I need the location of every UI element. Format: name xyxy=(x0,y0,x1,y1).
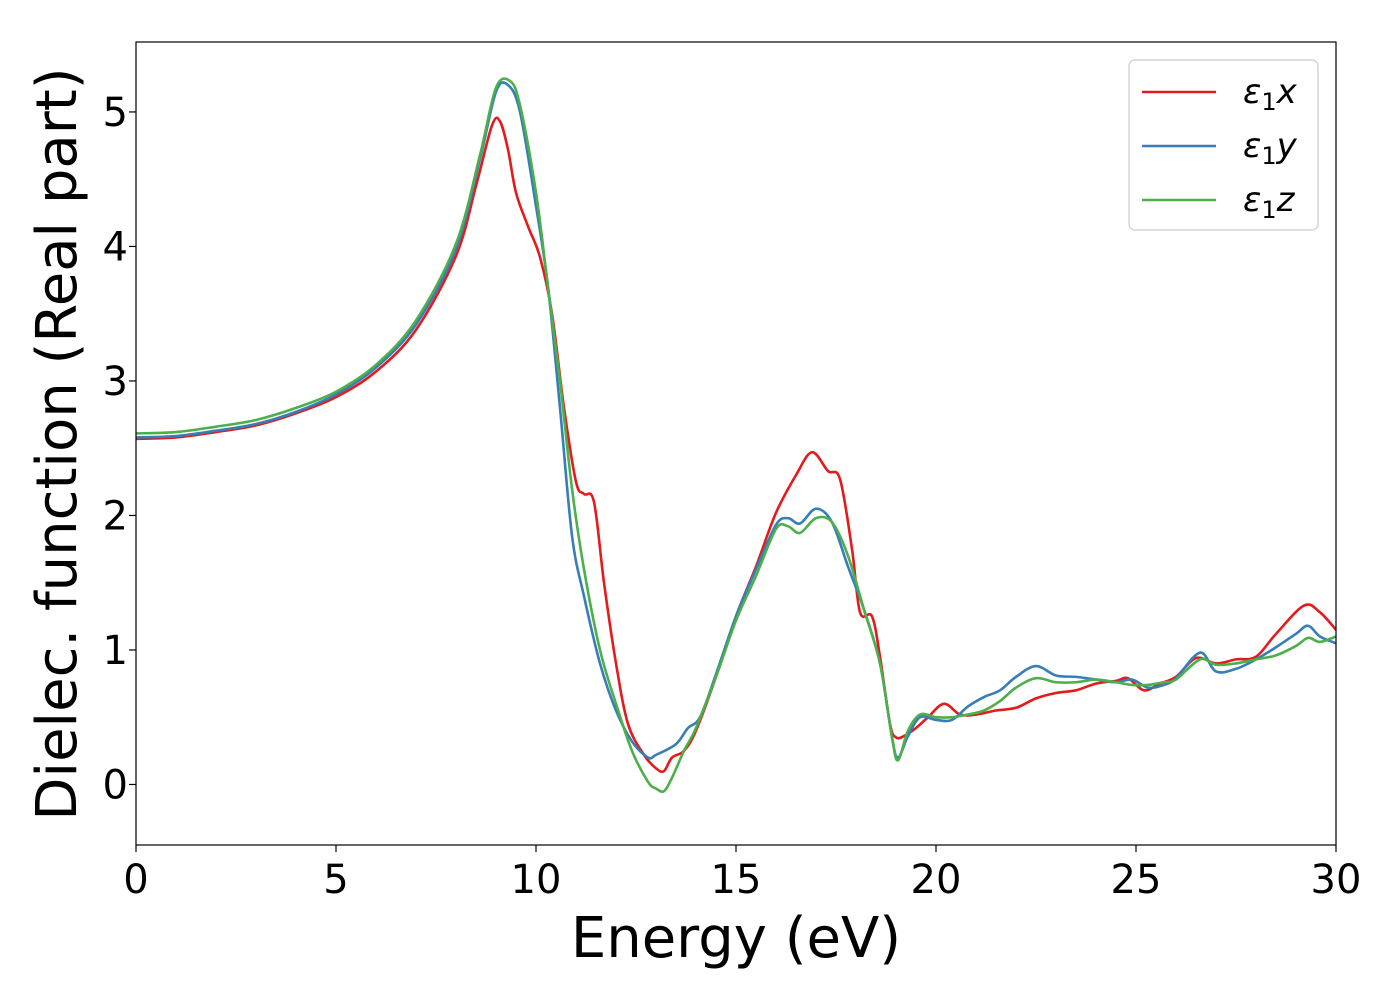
legend-subscript: 1 xyxy=(1261,88,1276,116)
legend-subscript: 1 xyxy=(1261,142,1276,170)
legend-variable: z xyxy=(1276,180,1296,220)
x-tick-label: 15 xyxy=(711,857,762,903)
legend-epsilon: ε xyxy=(1243,72,1261,112)
series-line-z xyxy=(136,77,1336,794)
y-tick-label: 5 xyxy=(103,90,128,136)
legend-epsilon: ε xyxy=(1243,180,1261,220)
y-axis-label: Dielec. function (Real part) xyxy=(25,67,90,820)
legend-epsilon: ε xyxy=(1243,126,1261,166)
x-axis-label: Energy (eV) xyxy=(571,906,901,971)
legend-box xyxy=(1128,59,1319,231)
x-tick-label: 0 xyxy=(123,857,148,903)
plot-lines xyxy=(136,77,1336,794)
y-tick-label: 1 xyxy=(103,628,128,674)
y-tick-label: 2 xyxy=(103,493,128,539)
x-tick-label: 5 xyxy=(323,857,348,903)
series-line-y xyxy=(136,81,1336,760)
legend-variable: y xyxy=(1276,126,1298,166)
x-tick-label: 10 xyxy=(511,857,562,903)
x-axis: 0 5 10 15 20 25 30 xyxy=(123,845,1361,903)
legend-label-y: ε1y xyxy=(1243,126,1298,170)
legend-label-x: ε1x xyxy=(1243,72,1298,116)
y-tick-label: 0 xyxy=(103,762,128,808)
series-line-x xyxy=(136,116,1336,774)
x-tick-label: 25 xyxy=(1111,857,1162,903)
x-tick-label: 30 xyxy=(1311,857,1362,903)
legend-variable: x xyxy=(1276,72,1298,112)
y-axis: 0 1 2 3 4 5 xyxy=(103,90,136,808)
y-tick-label: 3 xyxy=(103,359,128,405)
legend-subscript: 1 xyxy=(1261,196,1276,224)
x-tick-label: 20 xyxy=(911,857,962,903)
y-tick-label: 4 xyxy=(103,224,128,270)
legend-label-z: ε1z xyxy=(1243,180,1296,224)
